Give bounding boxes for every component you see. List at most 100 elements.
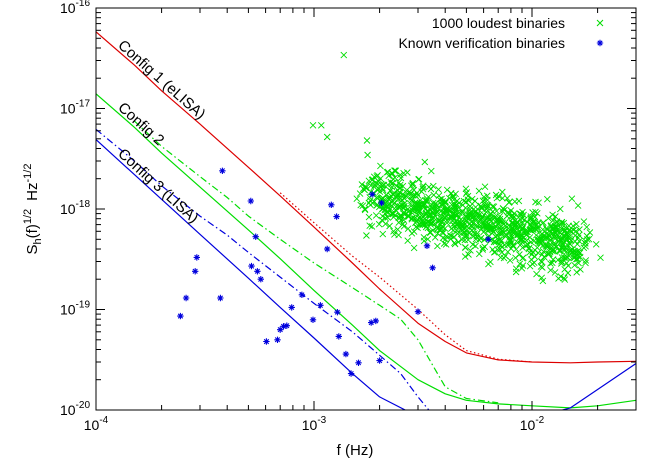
loudest-binary-point xyxy=(309,121,317,129)
loudest-binary-point xyxy=(555,275,562,282)
loudest-binary-point xyxy=(317,121,325,129)
loudest-binary-point xyxy=(400,222,408,230)
loudest-binary-point xyxy=(427,185,435,193)
loudest-binary-point xyxy=(592,240,600,248)
loudest-binary-point xyxy=(567,237,575,244)
loudest-binary-point xyxy=(399,220,407,228)
sensitivity-curve xyxy=(96,139,636,410)
loudest-binary-point xyxy=(545,232,553,240)
loudest-binary-point xyxy=(453,227,461,235)
loudest-binary-point xyxy=(365,199,373,207)
loudest-binary-point xyxy=(464,236,472,244)
loudest-binary-point xyxy=(373,173,381,180)
verification-binary-point xyxy=(317,302,324,309)
y-axis-label: Sh(f)1/2Hz-1/2 xyxy=(22,164,44,255)
loudest-binary-point xyxy=(418,188,425,195)
loudest-binary-point xyxy=(514,230,521,237)
loudest-binary-point xyxy=(517,211,525,219)
loudest-binary-point xyxy=(517,240,525,248)
loudest-binary-point xyxy=(582,259,589,267)
verification-binary-point xyxy=(342,350,350,358)
loudest-binary-point xyxy=(365,177,373,185)
loudest-binary-point xyxy=(565,251,572,259)
verification-binary-point xyxy=(485,236,492,243)
loudest-binary-point xyxy=(390,189,398,197)
sensitivity-curve xyxy=(133,120,499,404)
loudest-binary-point xyxy=(387,187,394,195)
loudest-binary-point xyxy=(539,277,547,285)
loudest-binary-point xyxy=(479,221,487,229)
verification-binary-point xyxy=(248,262,255,270)
verification-binary-point xyxy=(376,357,383,364)
loudest-binary-point xyxy=(582,257,590,264)
loudest-binary-point xyxy=(524,241,532,248)
loudest-binary-point xyxy=(395,214,402,221)
verification-binary-point xyxy=(355,359,362,366)
loudest-binary-point xyxy=(473,223,481,231)
verification-binary-point xyxy=(334,309,341,316)
loudest-binary-point xyxy=(538,236,545,244)
loudest-binary-point xyxy=(571,238,579,245)
loudest-binary-point xyxy=(537,263,545,270)
loudest-binary-point xyxy=(386,222,393,230)
loudest-binary-point xyxy=(553,218,561,225)
loudest-binary-point xyxy=(574,253,582,260)
verification-binary-point xyxy=(324,245,331,253)
loudest-binary-point xyxy=(433,208,441,216)
loudest-binary-point xyxy=(436,217,443,224)
loudest-binary-point xyxy=(415,204,422,212)
loudest-binary-point xyxy=(543,195,551,203)
loudest-binary-point xyxy=(433,224,441,231)
loudest-binary-point xyxy=(359,202,367,210)
loudest-binary-point xyxy=(406,188,413,196)
loudest-binary-point xyxy=(573,268,581,276)
verification-binary-point xyxy=(263,338,270,345)
verification-binary-point xyxy=(328,201,335,208)
loudest-binary-point xyxy=(424,235,432,243)
loudest-binary-point xyxy=(501,219,509,226)
loudest-binary-point xyxy=(575,231,583,239)
verification-binary-point xyxy=(347,370,355,377)
loudest-binary-point xyxy=(458,236,466,243)
loudest-binary-point xyxy=(426,228,434,236)
loudest-binary-point xyxy=(371,181,379,189)
loudest-binary-point xyxy=(532,198,539,206)
loudest-binary-point xyxy=(545,214,552,222)
loudest-binary-point xyxy=(419,220,426,228)
loudest-binary-point xyxy=(416,221,424,228)
loudest-binary-point xyxy=(356,190,364,197)
y-tick-label: 10-19 xyxy=(60,300,90,318)
loudest-binary-point xyxy=(561,276,569,283)
loudest-binary-point xyxy=(549,211,556,219)
loudest-binary-point xyxy=(490,203,498,211)
loudest-binary-point xyxy=(434,230,442,237)
loudest-binary-point xyxy=(536,239,543,247)
loudest-binary-point xyxy=(556,205,564,213)
loudest-binary-point xyxy=(484,227,491,234)
loudest-binary-point xyxy=(474,230,481,237)
loudest-binary-point xyxy=(511,198,519,205)
verification-binary-point xyxy=(298,291,306,298)
loudest-binary-point xyxy=(576,253,584,261)
loudest-binary-point xyxy=(423,197,430,204)
loudest-binary-point xyxy=(597,254,604,262)
loudest-binary-point xyxy=(474,210,482,218)
verification-binary-point xyxy=(429,264,436,271)
loudest-binary-point xyxy=(468,226,476,234)
loudest-binary-point xyxy=(583,236,591,243)
loudest-binary-point xyxy=(378,216,386,224)
loudest-binary-point xyxy=(537,257,545,265)
loudest-binary-point xyxy=(448,213,455,221)
sensitivity-curve xyxy=(96,31,636,364)
curve-label: Config 2 xyxy=(114,99,167,149)
loudest-binary-point xyxy=(410,244,418,252)
verification-binary-point xyxy=(177,312,184,320)
sensitivity-curve xyxy=(96,128,430,410)
loudest-binary-point xyxy=(472,242,479,250)
loudest-binary-point xyxy=(560,274,568,282)
loudest-binary-point xyxy=(507,236,514,244)
loudest-binary-point xyxy=(498,230,505,238)
loudest-binary-point xyxy=(580,244,588,252)
loudest-binary-point xyxy=(533,225,541,233)
verification-binary-point xyxy=(247,197,254,205)
